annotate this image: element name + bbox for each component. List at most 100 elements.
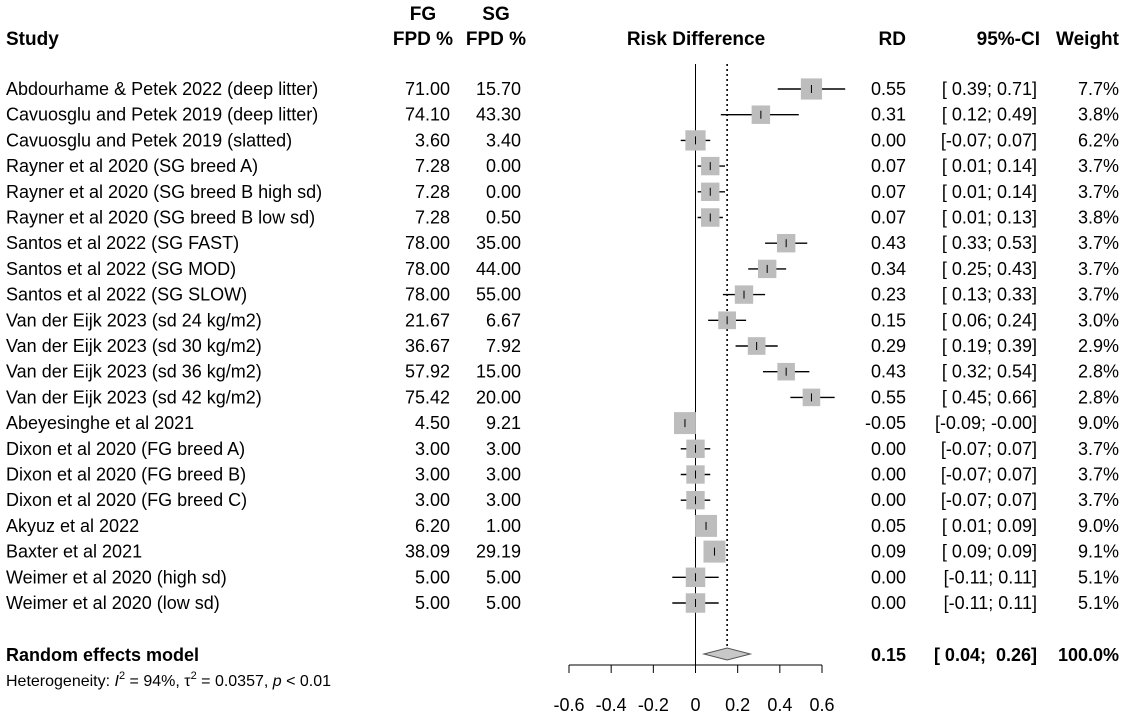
study-rows: Abdourhame & Petek 2022 (deep litter) 71.… (6, 79, 1119, 613)
ci-value: [ 0.01; 0.14] (942, 156, 1037, 176)
study-label: Van der Eijk 2023 (sd 24 kg/m2) (6, 310, 262, 330)
study-label: Rayner et al 2020 (SG breed B low sd) (6, 208, 315, 228)
x-axis-tick-label: 0.2 (725, 695, 750, 715)
ci-value: [-0.11; 0.11] (944, 567, 1037, 587)
heterogeneity-i2-label: I (115, 673, 120, 690)
rd-value: 0.05 (871, 516, 906, 536)
sg-fpd-value: 9.21 (486, 413, 521, 433)
weight-value: 3.8% (1078, 105, 1119, 125)
heterogeneity-tau-label: τ (184, 673, 191, 690)
plot-marks (672, 64, 846, 665)
fg-fpd-value: 6.20 (415, 516, 450, 536)
fg-fpd-value: 57.92 (405, 362, 450, 382)
heterogeneity-prefix: Heterogeneity: (6, 673, 115, 690)
weight-value: 3.7% (1078, 490, 1119, 510)
fg-fpd-value: 5.00 (415, 593, 450, 613)
sg-fpd-value: 1.00 (486, 516, 521, 536)
fg-fpd-value: 4.50 (415, 413, 450, 433)
sg-fpd-value: 55.00 (476, 285, 521, 305)
weight-value: 3.8% (1078, 208, 1119, 228)
ci-value: [ 0.45; 0.66] (942, 387, 1037, 407)
study-label: Weimer et al 2020 (low sd) (6, 593, 220, 613)
rd-value: 0.23 (871, 285, 906, 305)
rd-value: 0.07 (871, 208, 906, 228)
sg-fpd-value: 6.67 (486, 310, 521, 330)
heterogeneity-p-label: p (272, 673, 282, 690)
header-risk-difference: Risk Difference (627, 29, 765, 50)
fg-fpd-value: 36.67 (405, 336, 450, 356)
ci-value: [-0.07; 0.07] (941, 465, 1037, 485)
header-ci: 95%-CI (977, 29, 1040, 50)
fg-fpd-value: 7.28 (415, 208, 450, 228)
fg-fpd-value: 38.09 (405, 542, 450, 562)
sg-fpd-value: 0.00 (486, 182, 521, 202)
fg-fpd-value: 21.67 (405, 310, 450, 330)
rd-value: 0.29 (871, 336, 906, 356)
sg-fpd-value: 29.19 (476, 542, 521, 562)
sg-fpd-value: 44.00 (476, 259, 521, 279)
sg-fpd-value: 3.00 (486, 490, 521, 510)
summary-diamond (701, 647, 753, 661)
header-sg-line1: SG (482, 4, 509, 25)
sg-fpd-value: 7.92 (486, 336, 521, 356)
study-label: Rayner et al 2020 (SG breed A) (6, 156, 258, 176)
ci-value: [ 0.09; 0.09] (942, 542, 1037, 562)
study-label: Dixon et al 2020 (FG breed B) (6, 465, 246, 485)
rd-value: 0.55 (871, 79, 906, 99)
rd-value: -0.05 (865, 413, 906, 433)
ci-value: [ 0.32; 0.54] (942, 362, 1037, 382)
ci-value: [-0.07; 0.07] (941, 490, 1037, 510)
ci-value: [ 0.01; 0.09] (942, 516, 1037, 536)
fg-fpd-value: 3.00 (415, 465, 450, 485)
weight-value: 5.1% (1078, 593, 1119, 613)
x-axis-tick-label: -0.4 (596, 695, 627, 715)
ci-value: [ 0.25; 0.43] (942, 259, 1037, 279)
weight-value: 9.1% (1078, 542, 1119, 562)
weight-value: 9.0% (1078, 413, 1119, 433)
study-label: Weimer et al 2020 (high sd) (6, 567, 227, 587)
fg-fpd-value: 3.60 (415, 130, 450, 150)
study-label: Santos et al 2022 (SG MOD) (6, 259, 236, 279)
sg-fpd-value: 5.00 (486, 567, 521, 587)
ci-value: [ 0.01; 0.14] (942, 182, 1037, 202)
weight-value: 3.7% (1078, 182, 1119, 202)
ci-value: [ 0.19; 0.39] (942, 336, 1037, 356)
study-label: Abdourhame & Petek 2022 (deep litter) (6, 79, 318, 99)
fg-fpd-value: 7.28 (415, 182, 450, 202)
ci-value: [-0.07; 0.07] (941, 439, 1037, 459)
header-fg-line1: FG (410, 4, 436, 25)
heterogeneity-i2-exp: 2 (119, 670, 125, 682)
weight-value: 2.8% (1078, 362, 1119, 382)
sg-fpd-value: 0.50 (486, 208, 521, 228)
x-axis: -0.6 -0.4 -0.2 0 0.2 0.4 0.6 (553, 664, 835, 715)
sg-fpd-value: 15.00 (476, 362, 521, 382)
sg-fpd-value: 3.00 (486, 439, 521, 459)
x-axis-tick-label: 0.4 (767, 695, 792, 715)
ci-value: [-0.11; 0.11] (944, 593, 1037, 613)
header-sg-line2: FPD % (466, 29, 526, 50)
ci-value: [ 0.39; 0.71] (942, 79, 1037, 99)
study-label: Santos et al 2022 (SG FAST) (6, 233, 239, 253)
weight-value: 2.9% (1078, 336, 1119, 356)
weight-value: 3.7% (1078, 156, 1119, 176)
study-label: Akyuz et al 2022 (6, 516, 139, 536)
rd-value: 0.43 (871, 233, 906, 253)
header-rd: RD (879, 29, 906, 50)
sg-fpd-value: 20.00 (476, 387, 521, 407)
study-label: Van der Eijk 2023 (sd 30 kg/m2) (6, 336, 262, 356)
fg-fpd-value: 3.00 (415, 439, 450, 459)
weight-value: 3.0% (1078, 310, 1119, 330)
rd-value: 0.15 (871, 310, 906, 330)
ci-value: [ 0.01; 0.13] (942, 208, 1037, 228)
rd-value: 0.09 (871, 542, 906, 562)
study-label: Dixon et al 2020 (FG breed A) (6, 439, 245, 459)
heterogeneity-tau-value: = 0.0357, (197, 673, 273, 690)
ci-value: [ 0.33; 0.53] (942, 233, 1037, 253)
heterogeneity-i2-value: = 94%, (125, 673, 184, 690)
fg-fpd-value: 71.00 (405, 79, 450, 99)
weight-value: 3.7% (1078, 465, 1119, 485)
fg-fpd-value: 7.28 (415, 156, 450, 176)
sg-fpd-value: 0.00 (486, 156, 521, 176)
fg-fpd-value: 78.00 (405, 285, 450, 305)
